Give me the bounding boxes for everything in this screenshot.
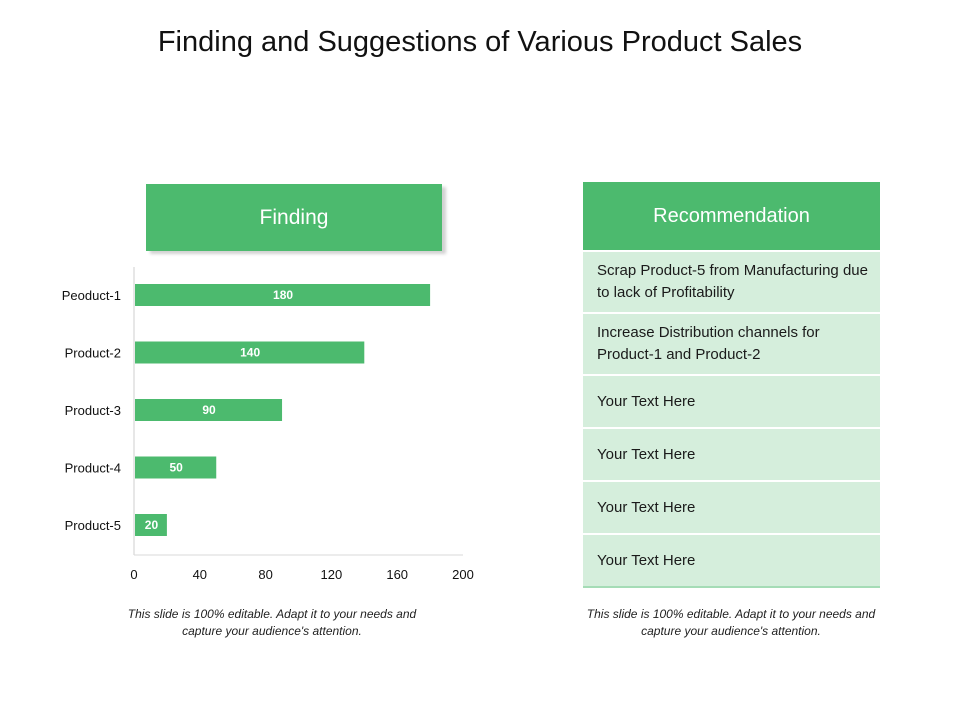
recommendation-row: Your Text Here xyxy=(583,533,880,586)
bar xyxy=(135,284,431,306)
page-title: Finding and Suggestions of Various Produ… xyxy=(157,26,803,58)
x-tick-label: 160 xyxy=(386,567,408,582)
bar-value-label: 90 xyxy=(202,403,216,417)
right-note: This slide is 100% editable. Adapt it to… xyxy=(586,607,876,638)
recommendation-row: Your Text Here xyxy=(583,427,880,480)
finding-bar-chart: 180 Peoduct-1 140 Product-2 90 Product-3 50 Pro… xyxy=(62,267,474,582)
x-tick-label: 40 xyxy=(193,567,207,582)
x-tick-label: 200 xyxy=(452,567,474,582)
left-note: This slide is 100% editable. Adapt it to… xyxy=(127,607,417,638)
bar xyxy=(135,456,217,479)
recommendation-table: Recommendation Scrap Product-5 from Manu… xyxy=(583,182,880,588)
x-tick-label: 80 xyxy=(258,567,272,582)
bar-value-label: 180 xyxy=(273,288,293,302)
bar xyxy=(135,514,167,536)
category-label: Product-5 xyxy=(65,518,121,533)
recommendation-row: Scrap Product-5 from Manufacturing due t… xyxy=(583,250,880,312)
bar-value-label: 20 xyxy=(145,518,159,532)
bar-value-label: 140 xyxy=(240,346,260,360)
category-label: Product-2 xyxy=(65,346,121,361)
x-tick-label: 120 xyxy=(321,567,343,582)
bar-value-label: 50 xyxy=(169,461,183,475)
bar xyxy=(135,399,283,421)
category-label: Product-4 xyxy=(65,461,121,476)
recommendation-row: Your Text Here xyxy=(583,480,880,533)
category-label: Peoduct-1 xyxy=(62,288,121,303)
x-tick-label: 0 xyxy=(130,567,137,582)
category-label: Product-3 xyxy=(65,403,121,418)
recommendation-row: Increase Distribution channels for Produ… xyxy=(583,312,880,374)
bar xyxy=(135,341,365,364)
finding-header: Finding xyxy=(146,184,442,251)
table-bottom-border xyxy=(583,586,880,588)
recommendation-header: Recommendation xyxy=(583,182,880,250)
recommendation-row: Your Text Here xyxy=(583,374,880,427)
